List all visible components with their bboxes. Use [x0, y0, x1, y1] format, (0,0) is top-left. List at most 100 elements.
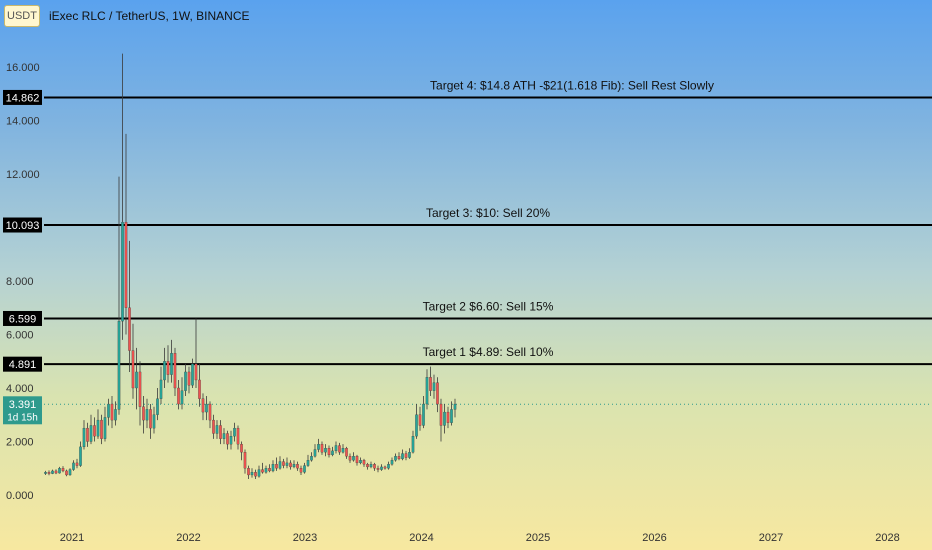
candle-up: [292, 464, 296, 468]
candle-down: [128, 307, 131, 351]
candle-up: [331, 450, 334, 456]
y-tick-label: 0.000: [6, 490, 34, 502]
candle-down: [212, 419, 215, 434]
candle-up: [145, 409, 149, 421]
candle-up: [170, 353, 173, 375]
candle-up: [324, 448, 327, 453]
candle-up: [390, 460, 394, 465]
target-price-label: 4.891: [9, 359, 37, 371]
candle-up: [310, 456, 313, 461]
candle-down: [124, 221, 128, 308]
candle-down: [404, 453, 408, 458]
x-tick-label: 2024: [409, 532, 433, 544]
candle-up: [408, 452, 411, 458]
candle-up: [163, 361, 166, 381]
candle-down: [373, 464, 376, 469]
candle-up: [341, 448, 345, 453]
candle-down: [110, 403, 114, 421]
candle-down: [100, 419, 103, 439]
y-tick-label: 8.000: [6, 276, 34, 288]
candle-up: [103, 417, 107, 439]
candle-up: [359, 460, 362, 464]
candle-up: [159, 379, 163, 399]
candle-up: [264, 468, 268, 473]
candle-up: [306, 460, 310, 466]
candle-down: [93, 425, 96, 437]
candle-up: [191, 363, 194, 386]
current-price-tag: [3, 396, 42, 425]
candle-down: [247, 468, 250, 476]
candle-down: [355, 456, 359, 464]
candle-down: [187, 371, 191, 386]
current-price-countdown: 1d 15h: [7, 412, 38, 423]
candle-down: [261, 469, 264, 473]
candle-down: [282, 461, 285, 466]
candle-down: [327, 448, 331, 456]
candle-up: [257, 469, 261, 477]
candle-down: [208, 403, 212, 421]
candle-down: [268, 468, 271, 472]
candle-up: [114, 409, 117, 421]
candle-down: [138, 371, 142, 407]
candle-up: [121, 221, 124, 322]
candle-down: [254, 472, 257, 477]
candle-up: [411, 435, 415, 453]
candle-up: [415, 414, 418, 437]
candle-up: [317, 444, 320, 450]
candle-up: [68, 469, 72, 476]
candle-up: [180, 390, 184, 405]
candle-down: [131, 350, 135, 389]
candle-down: [289, 462, 292, 468]
candle-up: [44, 472, 47, 474]
candle-up: [303, 465, 306, 473]
currency-badge[interactable]: USDT: [4, 5, 40, 27]
target-price-tag: [3, 89, 42, 105]
candle-down: [236, 427, 240, 445]
candle-down: [243, 452, 247, 469]
target-price-tag: [3, 356, 42, 372]
candle-down: [173, 353, 177, 389]
candle-up: [184, 371, 187, 391]
y-tick-label: 2.000: [6, 437, 34, 449]
candle-down: [47, 472, 51, 474]
target-annotation: Target 2 $6.60: Sell 15%: [423, 299, 554, 313]
candle-up: [89, 425, 93, 442]
x-tick-label: 2027: [759, 532, 783, 544]
target-price-label: 10.093: [6, 220, 40, 232]
candle-down: [65, 470, 68, 476]
candle-down: [439, 403, 443, 426]
candle-down: [345, 448, 348, 457]
y-tick-label: 6.000: [6, 330, 34, 342]
candle-up: [215, 425, 219, 434]
candle-up: [450, 409, 453, 423]
x-tick-label: 2022: [176, 532, 200, 544]
candle-up: [222, 433, 226, 439]
candle-down: [320, 444, 324, 453]
chart-title: iExec RLC / TetherUS, 1W, BINANCE: [49, 9, 250, 23]
candle-up: [422, 403, 425, 426]
candle-up: [394, 456, 397, 461]
candle-up: [443, 411, 446, 426]
x-tick-label: 2021: [60, 532, 84, 544]
candle-down: [436, 382, 439, 405]
y-tick-label: 12.000: [6, 169, 40, 181]
candle-up: [72, 462, 75, 470]
candle-up: [79, 446, 82, 466]
target-annotation: Target 3: $10: Sell 20%: [426, 206, 550, 220]
candle-down: [219, 425, 222, 439]
candle-down: [338, 445, 341, 453]
x-tick-label: 2023: [293, 532, 317, 544]
candle-up: [278, 461, 282, 469]
candle-down: [376, 468, 380, 470]
candle-down: [383, 466, 387, 469]
candle-up: [352, 456, 355, 461]
target-price-tag: [3, 310, 42, 326]
candle-down: [54, 470, 58, 474]
candle-up: [58, 468, 61, 474]
target-price-label: 6.599: [9, 313, 37, 325]
y-tick-label: 16.000: [6, 62, 40, 74]
candle-down: [194, 363, 198, 381]
candle-up: [156, 398, 159, 415]
